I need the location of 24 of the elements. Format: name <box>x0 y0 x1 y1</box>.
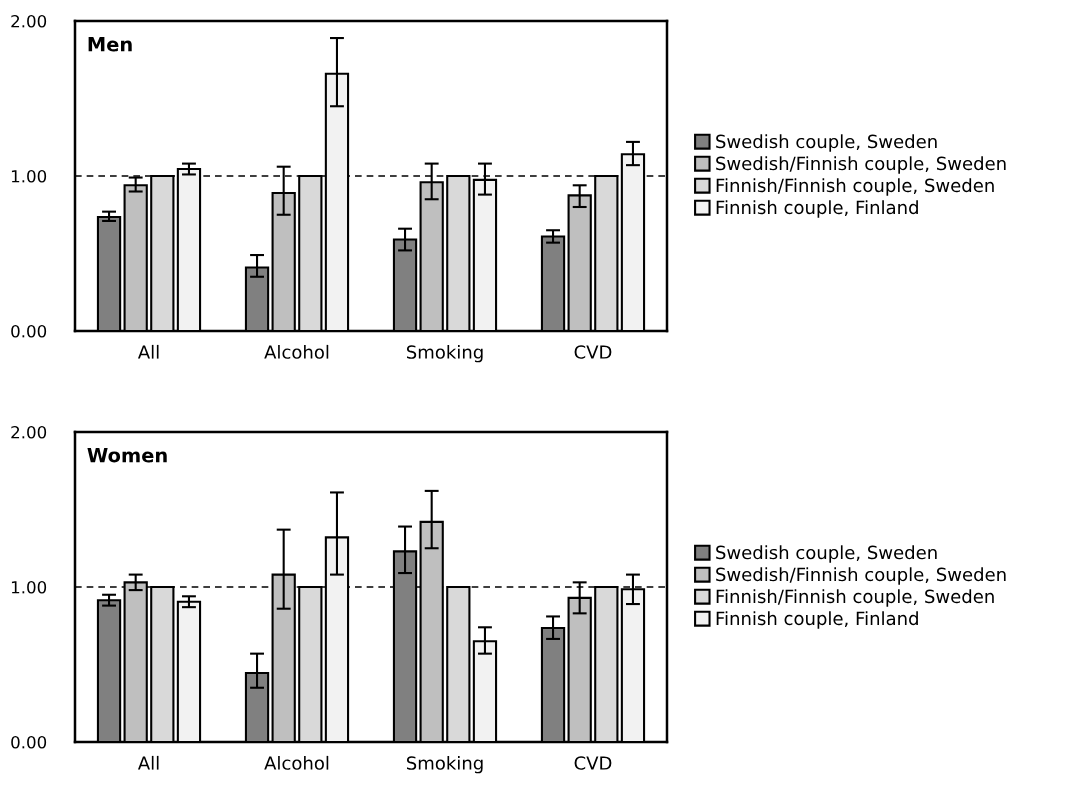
x-tick-label: All <box>137 344 159 359</box>
y-tick-label: 2.00 <box>11 14 47 28</box>
x-tick-label: Alcohol <box>264 344 329 359</box>
legend-label: Swedish couple, Sweden <box>716 134 937 152</box>
y-tick-label: 0.00 <box>11 735 47 749</box>
y-tick-label: 1.00 <box>11 580 47 594</box>
x-tick-label: Smoking <box>406 755 483 774</box>
legend-label: Finnish/Finnish couple, Sweden <box>716 178 994 196</box>
x-tick-label: All <box>137 755 159 770</box>
text: Women <box>87 448 167 463</box>
x-tick-label: Alcohol <box>264 755 329 770</box>
legend-label: Swedish/Finnish couple, Sweden <box>716 156 1006 174</box>
x-tick-label: Smoking <box>406 344 483 363</box>
legend-label: Swedish/Finnish couple, Sweden <box>716 567 1006 585</box>
text: Men <box>88 37 132 52</box>
legend-label: Finnish couple, Finland <box>716 200 918 218</box>
legend-label: Finnish couple, Finland <box>716 611 918 629</box>
y-tick-label: 2.00 <box>11 425 47 439</box>
legend-label: Finnish/Finnish couple, Sweden <box>716 589 994 607</box>
x-tick-label: CVD <box>574 345 612 359</box>
y-tick-label: 0.00 <box>11 324 47 338</box>
x-tick-label: CVD <box>574 756 612 770</box>
legend-label: Swedish couple, Sweden <box>716 545 937 563</box>
y-tick-label: 1.00 <box>11 169 47 183</box>
